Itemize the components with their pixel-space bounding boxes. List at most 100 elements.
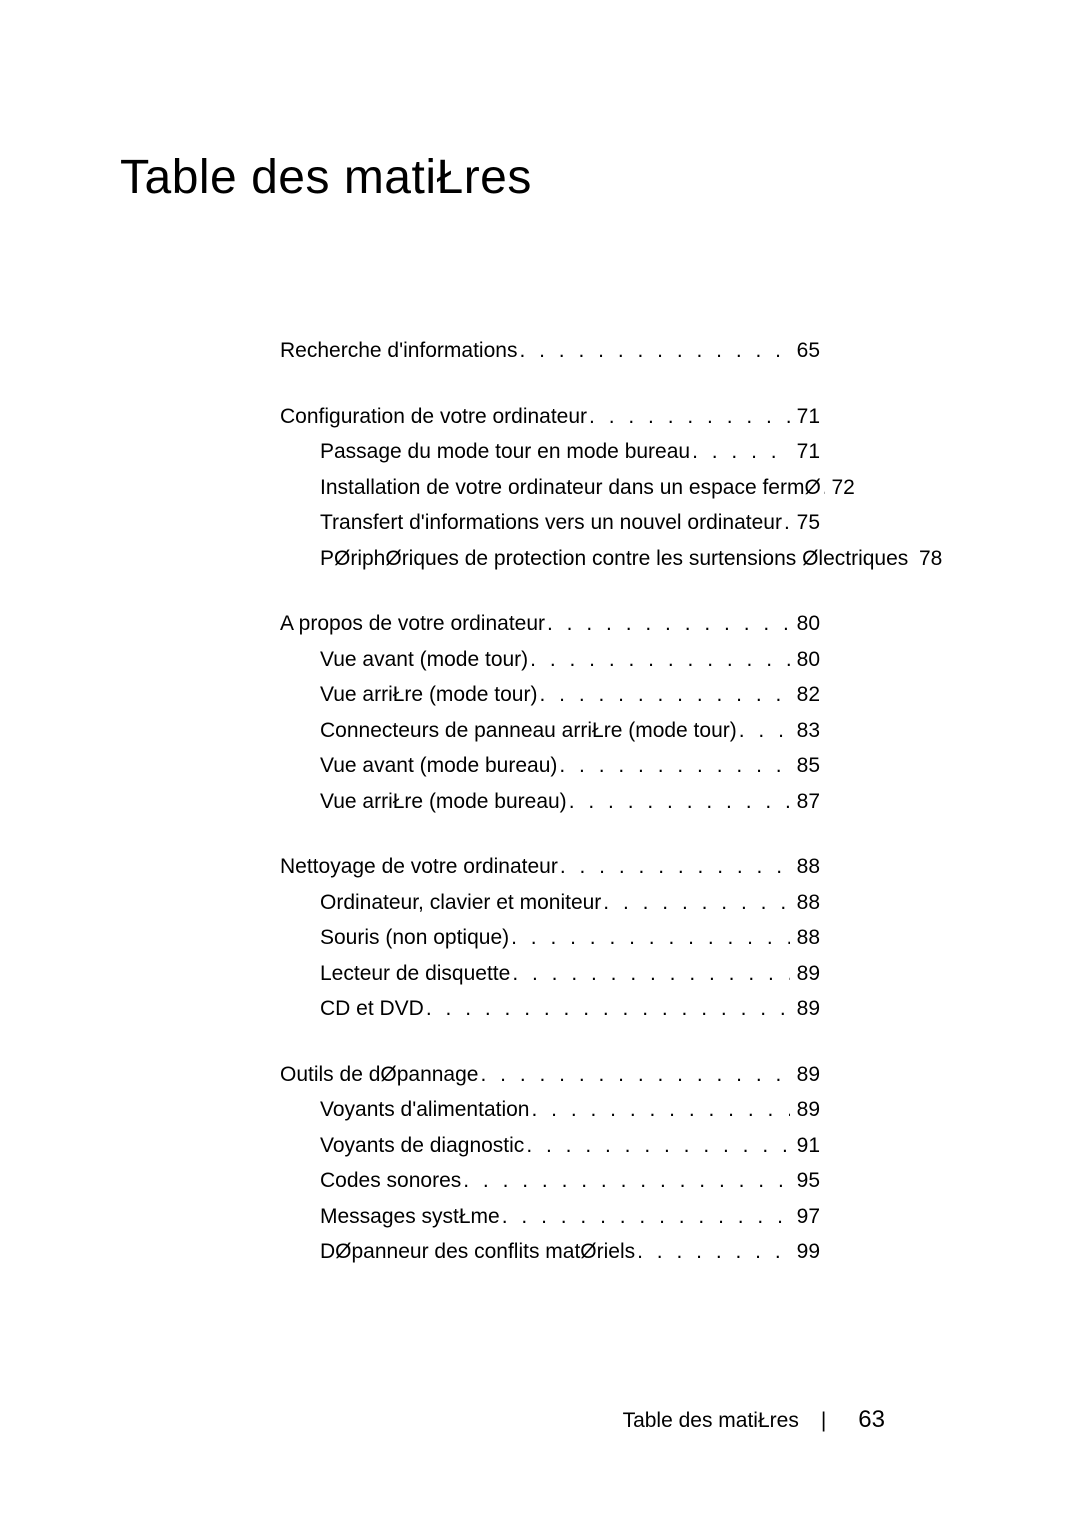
toc-dots (478, 1059, 790, 1091)
toc-dots (510, 958, 790, 990)
toc-dots (567, 786, 790, 818)
toc-sub-label: Installation de votre ordinateur dans un… (320, 472, 821, 504)
page-title: Table des matiŁres (120, 150, 960, 205)
toc-sub-entry: PØriphØriques de protection contre les s… (280, 543, 820, 575)
toc-dots (529, 1094, 790, 1126)
toc-sub-page: 87 (790, 786, 820, 818)
toc-dots (782, 507, 790, 539)
document-page: Table des matiŁres Recherche d'informati… (0, 0, 1080, 1529)
toc-heading-entry: A propos de votre ordinateur 80 (280, 608, 820, 640)
toc-dots (524, 1130, 790, 1162)
footer-page-number: 63 (858, 1406, 885, 1434)
toc-sub-label: Voyants d'alimentation (320, 1094, 529, 1126)
toc-dots (557, 750, 790, 782)
toc-heading-page: 65 (790, 335, 820, 367)
toc-sub-label: Souris (non optique) (320, 922, 509, 954)
toc-heading-entry: Outils de dØpannage 89 (280, 1059, 820, 1091)
toc-heading-label: A propos de votre ordinateur (280, 608, 545, 640)
toc-sub-page: 89 (790, 958, 820, 990)
toc-sub-label: Vue avant (mode tour) (320, 644, 528, 676)
toc-sub-page: 97 (790, 1201, 820, 1233)
toc-heading-label: Outils de dØpannage (280, 1059, 478, 1091)
toc-sub-entry: Connecteurs de panneau arriŁre (mode tou… (280, 715, 820, 747)
toc-heading-entry: Nettoyage de votre ordinateur 88 (280, 851, 820, 883)
toc-sub-label: Connecteurs de panneau arriŁre (mode tou… (320, 715, 737, 747)
toc-dots (690, 436, 790, 468)
toc-heading-page: 88 (790, 851, 820, 883)
toc-dots (587, 401, 790, 433)
toc-sub-entry: Installation de votre ordinateur dans un… (280, 472, 820, 504)
toc-dots (461, 1165, 790, 1197)
toc-sub-page: 82 (790, 679, 820, 711)
toc-dots (517, 335, 790, 367)
toc-heading-page: 71 (790, 401, 820, 433)
toc-sub-entry: Voyants de diagnostic 91 (280, 1130, 820, 1162)
toc-heading-label: Configuration de votre ordinateur (280, 401, 587, 433)
toc-sub-label: Ordinateur, clavier et moniteur (320, 887, 601, 919)
toc-sub-page: 72 (825, 472, 855, 504)
toc-sub-entry: Voyants d'alimentation89 (280, 1094, 820, 1126)
toc-sub-label: PØriphØriques de protection contre les s… (320, 543, 908, 575)
toc-sub-label: DØpanneur des conflits matØriels (320, 1236, 635, 1268)
toc-sub-page: 75 (790, 507, 820, 539)
toc-sub-label: Lecteur de disquette (320, 958, 510, 990)
toc-sub-label: Messages systŁme (320, 1201, 500, 1233)
toc-dots (635, 1236, 790, 1268)
toc-sub-entry: Messages systŁme 97 (280, 1201, 820, 1233)
toc-sub-entry: Transfert d'informations vers un nouvel … (280, 507, 820, 539)
toc-heading-label: Nettoyage de votre ordinateur (280, 851, 558, 883)
toc-sub-label: Voyants de diagnostic (320, 1130, 524, 1162)
toc-sub-page: 88 (790, 887, 820, 919)
toc-sub-entry: Vue arriŁre (mode tour) 82 (280, 679, 820, 711)
toc-sub-page: 78 (912, 543, 942, 575)
toc-sub-entry: Souris (non optique) 88 (280, 922, 820, 954)
toc-dots (737, 715, 790, 747)
toc-dots (500, 1201, 790, 1233)
toc-sub-label: Passage du mode tour en mode bureau (320, 436, 690, 468)
toc-sub-entry: Codes sonores 95 (280, 1165, 820, 1197)
toc-heading-entry: Configuration de votre ordinateur 71 (280, 401, 820, 433)
table-of-contents: Recherche d'informations 65 Configuration … (280, 335, 820, 1268)
toc-sub-label: Codes sonores (320, 1165, 461, 1197)
toc-sub-label: Vue avant (mode bureau) (320, 750, 557, 782)
toc-dots (537, 679, 790, 711)
toc-sub-page: 80 (790, 644, 820, 676)
toc-sub-page: 95 (790, 1165, 820, 1197)
toc-sub-entry: Lecteur de disquette 89 (280, 958, 820, 990)
toc-section: Recherche d'informations 65 (280, 335, 820, 367)
toc-sub-label: Vue arriŁre (mode tour) (320, 679, 537, 711)
toc-sub-label: Vue arriŁre (mode bureau) (320, 786, 567, 818)
toc-sub-page: 85 (790, 750, 820, 782)
toc-heading-label: Recherche d'informations (280, 335, 517, 367)
footer-separator: | (821, 1409, 826, 1433)
toc-sub-page: 88 (790, 922, 820, 954)
toc-sub-entry: Vue avant (mode tour) 80 (280, 644, 820, 676)
toc-section: A propos de votre ordinateur80Vue avant … (280, 608, 820, 817)
toc-dots (558, 851, 790, 883)
toc-sub-page: 99 (790, 1236, 820, 1268)
toc-heading-page: 89 (790, 1059, 820, 1091)
toc-sub-entry: Passage du mode tour en mode bureau 71 (280, 436, 820, 468)
toc-dots (601, 887, 790, 919)
toc-sub-page: 89 (790, 993, 820, 1025)
toc-sub-page: 83 (790, 715, 820, 747)
toc-sub-page: 71 (790, 436, 820, 468)
page-footer: Table des matiŁres | 63 (623, 1406, 885, 1434)
toc-sub-entry: Ordinateur, clavier et moniteur 88 (280, 887, 820, 919)
footer-label: Table des matiŁres (623, 1409, 799, 1433)
toc-section: Configuration de votre ordinateur71Passa… (280, 401, 820, 575)
toc-sub-page: 91 (790, 1130, 820, 1162)
toc-sub-entry: Vue avant (mode bureau) 85 (280, 750, 820, 782)
toc-dots (545, 608, 790, 640)
toc-heading-page: 80 (790, 608, 820, 640)
toc-dots (509, 922, 790, 954)
toc-sub-label: Transfert d'informations vers un nouvel … (320, 507, 782, 539)
toc-section: Nettoyage de votre ordinateur88Ordinateu… (280, 851, 820, 1025)
toc-sub-entry: Vue arriŁre (mode bureau) 87 (280, 786, 820, 818)
toc-section: Outils de dØpannage89Voyants d'alimentat… (280, 1059, 820, 1268)
toc-sub-entry: DØpanneur des conflits matØriels 99 (280, 1236, 820, 1268)
toc-dots (528, 644, 790, 676)
toc-dots (424, 993, 790, 1025)
toc-sub-entry: CD et DVD 89 (280, 993, 820, 1025)
toc-sub-label: CD et DVD (320, 993, 424, 1025)
